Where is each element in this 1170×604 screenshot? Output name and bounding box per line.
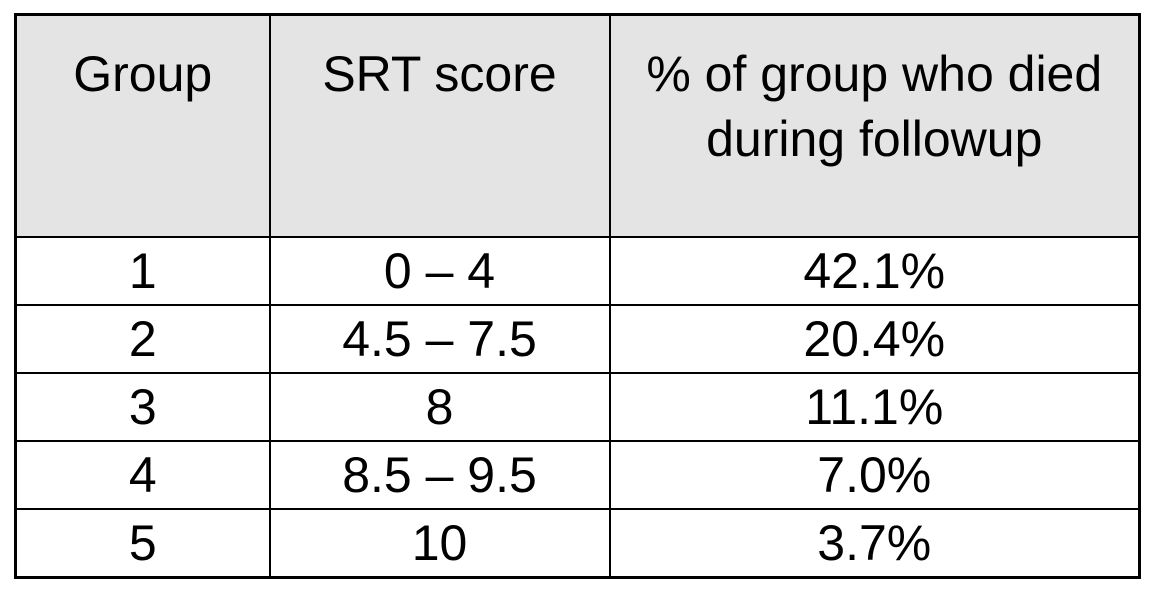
table-row: 3 8 11.1%: [14, 372, 1141, 442]
cell-pct-died: 7.0%: [608, 440, 1141, 510]
cell-srt-score: 4.5 – 7.5: [268, 304, 611, 374]
cell-pct-died: 42.1%: [608, 236, 1141, 306]
cell-srt-score: 8: [268, 372, 611, 442]
cell-group: 3: [14, 372, 271, 442]
table-row: 5 10 3.7%: [14, 508, 1141, 579]
cell-group: 1: [14, 236, 271, 306]
cell-pct-died: 20.4%: [608, 304, 1141, 374]
cell-group: 5: [14, 508, 271, 579]
table-row: 4 8.5 – 9.5 7.0%: [14, 440, 1141, 510]
table-header-row: Group SRT score % of group who died duri…: [14, 13, 1141, 238]
column-header-srt-score: SRT score: [268, 13, 611, 238]
table-row: 2 4.5 – 7.5 20.4%: [14, 304, 1141, 374]
table-row: 1 0 – 4 42.1%: [14, 236, 1141, 306]
cell-pct-died: 3.7%: [608, 508, 1141, 579]
column-header-pct-died: % of group who died during followup: [608, 13, 1141, 238]
cell-srt-score: 10: [268, 508, 611, 579]
srt-mortality-table: Group SRT score % of group who died duri…: [14, 13, 1141, 579]
cell-pct-died: 11.1%: [608, 372, 1141, 442]
column-header-group: Group: [14, 13, 271, 238]
cell-srt-score: 8.5 – 9.5: [268, 440, 611, 510]
cell-srt-score: 0 – 4: [268, 236, 611, 306]
cell-group: 4: [14, 440, 271, 510]
cell-group: 2: [14, 304, 271, 374]
